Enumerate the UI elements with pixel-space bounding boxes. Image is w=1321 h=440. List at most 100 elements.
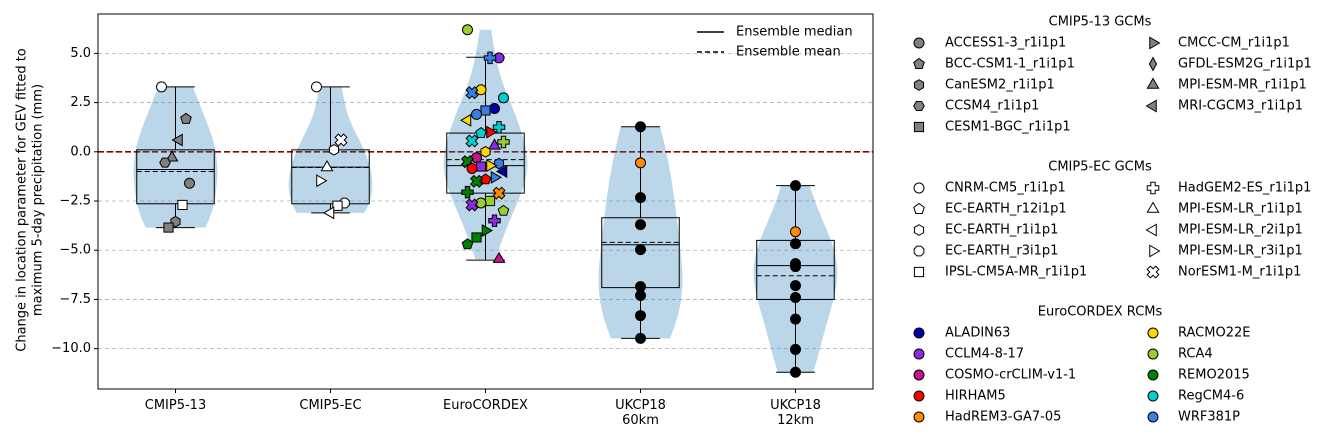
data-point — [466, 163, 478, 174]
data-point — [634, 219, 647, 231]
data-point — [470, 108, 483, 120]
data-point — [159, 157, 171, 168]
legend-label: NorESM1-M_r1i1p1 — [1178, 265, 1301, 280]
legend-marker — [913, 182, 925, 194]
legend-label: MPI-ESM-LR_r1i1p1 — [1178, 202, 1303, 217]
data-point — [320, 160, 334, 172]
legend-marker — [1147, 369, 1159, 381]
data-point — [460, 113, 472, 127]
data-point — [789, 180, 802, 192]
data-point — [634, 332, 647, 344]
legend-label: EC-EARTH_r3i1p1 — [945, 244, 1058, 259]
legend-label: CCLM4-8-17 — [945, 347, 1024, 362]
data-point — [497, 135, 510, 149]
legend-label: IPSL-CM5A-MR_r1i1p1 — [945, 265, 1087, 280]
data-point — [484, 195, 496, 207]
data-point — [165, 150, 179, 162]
data-point — [497, 92, 510, 104]
data-point — [634, 192, 647, 204]
data-point — [490, 170, 503, 184]
legend-marker — [913, 245, 925, 257]
data-point — [492, 186, 506, 200]
legend-label: EC-EARTH_r1i1p1 — [945, 223, 1058, 238]
data-point — [497, 204, 510, 216]
legend-marker — [913, 411, 925, 423]
box — [136, 149, 215, 205]
x-tick-label: EuroCORDEX — [443, 398, 528, 413]
y-tick-label: −2.5 — [59, 194, 91, 209]
data-point — [480, 105, 491, 116]
legend-label: BCC-CSM1-1_r1i1p1 — [945, 57, 1075, 72]
y-tick-label: 0.0 — [70, 144, 91, 159]
data-point — [634, 310, 647, 321]
legend-label: RegCM4-6 — [1178, 389, 1244, 404]
legend-label: RCA4 — [1178, 347, 1213, 362]
legend-marker — [1148, 56, 1158, 72]
data-point — [461, 238, 474, 250]
legend-marker — [913, 121, 925, 133]
legend-label: Ensemble median — [736, 25, 853, 40]
x-tick-label: UKCP18 12km — [770, 398, 821, 428]
y-tick-label: −10.0 — [51, 341, 91, 356]
data-point — [488, 103, 501, 114]
data-point — [492, 120, 506, 134]
data-point — [470, 152, 483, 164]
data-point — [493, 157, 505, 170]
legend-marker — [1145, 99, 1157, 113]
data-point — [486, 125, 498, 139]
legend-label: GFDL-ESM2G_r1i1p1 — [1178, 57, 1312, 72]
data-point — [461, 24, 474, 36]
y-tick-label: −7.5 — [59, 292, 91, 307]
plot-frame — [97, 13, 874, 390]
data-point — [475, 84, 487, 96]
y-tick-label: 5.0 — [70, 46, 91, 61]
legend-marker — [913, 202, 925, 214]
data-point — [634, 121, 647, 133]
legend-marker — [913, 224, 925, 236]
legend-marker — [913, 327, 925, 339]
data-point — [789, 261, 802, 272]
data-point — [155, 81, 168, 93]
data-point — [334, 133, 348, 147]
data-point — [177, 199, 188, 211]
data-point — [789, 292, 802, 303]
data-point — [328, 144, 340, 156]
legend-label: COSMO-crCLIM-v1-1 — [945, 368, 1076, 383]
data-point — [789, 366, 802, 378]
legend-label: HIRHAM5 — [945, 389, 1006, 404]
data-point — [471, 232, 482, 243]
legend-marker — [913, 57, 925, 69]
legend-marker — [913, 79, 925, 91]
legend-marker — [1147, 411, 1159, 423]
legend-label: WRF381P — [1178, 410, 1240, 425]
data-point — [461, 185, 474, 199]
data-point — [789, 226, 802, 238]
data-point — [183, 177, 196, 189]
x-tick-label: UKCP18 60km — [615, 398, 666, 428]
data-point — [634, 290, 647, 301]
legend-label: RACMO22E — [1178, 326, 1250, 341]
data-point — [634, 281, 647, 293]
legend-title: CMIP5-EC GCMs — [1048, 160, 1152, 175]
data-point — [789, 238, 802, 250]
legend-marker — [913, 390, 925, 402]
data-point — [634, 157, 647, 169]
legend-marker — [1149, 244, 1161, 258]
data-point — [465, 198, 479, 212]
data-point — [310, 81, 323, 93]
data-point — [634, 244, 647, 256]
legend-marker — [1145, 223, 1157, 237]
data-point — [488, 214, 501, 227]
legend-label: CMCC-CM_r1i1p1 — [1178, 36, 1290, 51]
data-point — [789, 344, 802, 355]
data-point — [465, 86, 479, 100]
legend-label: ALADIN63 — [945, 326, 1010, 341]
legend-marker — [1149, 36, 1161, 50]
data-point — [180, 112, 192, 124]
data-point — [492, 251, 506, 263]
legend-label: ACCESS1-3_r1i1p1 — [945, 36, 1066, 51]
data-point — [483, 51, 497, 65]
data-point — [475, 126, 487, 139]
